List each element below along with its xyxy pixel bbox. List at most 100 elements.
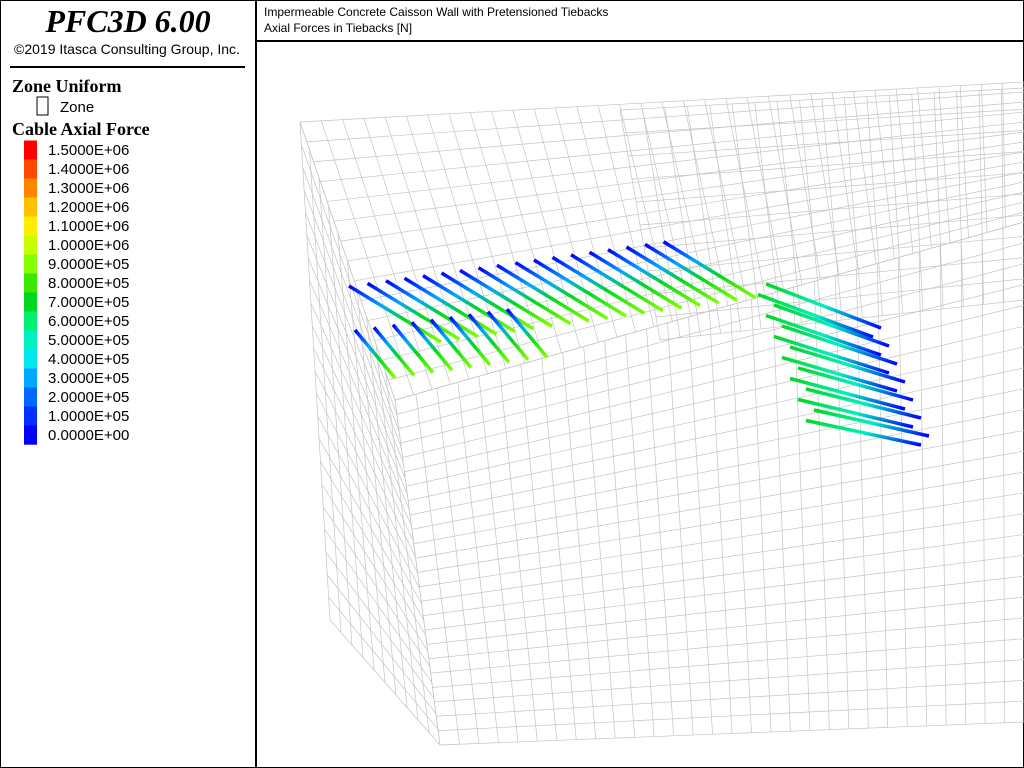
mesh-line: [325, 551, 435, 699]
mesh-line: [419, 492, 1024, 588]
legend-item: Zone: [60, 99, 94, 116]
mesh-line: [402, 304, 1024, 458]
app-title: PFC3D 6.00: [44, 3, 210, 39]
cable: [505, 308, 549, 359]
mesh-line: [313, 348, 416, 557]
cable: [410, 321, 454, 372]
mesh-line: [321, 483, 429, 652]
legend-swatch: [24, 235, 37, 255]
legend-label: 1.1000E+06: [48, 218, 129, 235]
mesh-line: [299, 81, 1024, 123]
legend-label: 1.4000E+06: [48, 161, 129, 178]
mesh-line: [354, 161, 1024, 282]
cables: [348, 240, 930, 447]
mesh-line: [320, 111, 1024, 182]
mesh-line: [305, 212, 404, 463]
mesh-line: [430, 617, 1024, 674]
cable: [813, 408, 930, 438]
mesh-line: [309, 280, 410, 510]
legend-swatch: [24, 368, 37, 388]
cable: [797, 366, 914, 402]
mesh-line: [417, 471, 1024, 573]
cable: [385, 279, 479, 339]
mesh-line: [306, 91, 1024, 143]
mesh-line: [333, 131, 1024, 222]
legend-label: 1.0000E+06: [48, 237, 129, 254]
cable: [514, 261, 609, 321]
mesh-line: [438, 700, 1024, 731]
mesh-line: [394, 221, 1024, 401]
mesh-line: [631, 151, 1024, 180]
mesh-line: [327, 121, 1024, 202]
legend-label: 5.0000E+05: [48, 332, 129, 349]
mesh-line: [421, 513, 1024, 602]
cable: [662, 240, 757, 300]
mesh-line: [434, 659, 1024, 703]
cable: [353, 328, 397, 380]
cable: [588, 250, 683, 310]
mesh-line: [635, 172, 1024, 203]
cable: [607, 248, 701, 308]
cable: [570, 253, 664, 313]
mesh-line: [299, 121, 396, 401]
mesh-line: [643, 214, 1024, 249]
mesh-line: [347, 151, 1024, 262]
mesh-line: [302, 167, 400, 432]
legend-label: 1.5000E+06: [48, 142, 129, 159]
cable: [533, 258, 627, 318]
legend-swatch: [24, 406, 37, 426]
cable: [467, 313, 511, 364]
cable: [496, 263, 590, 323]
legend-swatch: [24, 273, 37, 293]
mesh-line: [310, 302, 412, 526]
cable: [422, 274, 516, 334]
legend-swatch: [24, 159, 37, 179]
mesh-line: [400, 284, 1024, 444]
mesh-line: [318, 438, 424, 620]
mesh-line: [619, 87, 1024, 111]
legend-swatch: [24, 311, 37, 331]
mesh-line: [324, 529, 433, 683]
mesh-line: [314, 370, 418, 573]
cable: [477, 266, 572, 326]
cable: [773, 303, 890, 348]
mesh-line: [316, 393, 420, 589]
cable: [765, 282, 882, 330]
legend-swatch: [24, 216, 37, 236]
mesh-line: [439, 721, 1024, 746]
cable: [805, 418, 922, 447]
cable: [805, 387, 922, 420]
legend-label: 7.0000E+05: [48, 294, 129, 311]
mesh-line: [307, 257, 408, 495]
cable: [391, 323, 435, 374]
mesh-line: [424, 554, 1024, 631]
cable: [372, 326, 416, 377]
mesh-line: [639, 193, 1024, 226]
mesh-line: [326, 574, 437, 714]
cable: [551, 255, 646, 315]
legend-swatch: [24, 387, 37, 407]
mesh-line: [396, 242, 1024, 415]
cable: [781, 324, 898, 366]
cable: [459, 268, 553, 328]
mesh-line: [340, 141, 1024, 242]
mesh-line: [413, 429, 1024, 545]
cable: [644, 242, 738, 302]
legend-label: 6.0000E+05: [48, 313, 129, 330]
mesh-line: [404, 325, 1024, 473]
mesh-line: [655, 278, 1024, 318]
copyright: ©2019 Itasca Consulting Group, Inc.: [14, 41, 240, 57]
legend-label: 1.0000E+05: [48, 408, 129, 425]
legend-label: 3.0000E+05: [48, 370, 129, 387]
cable: [440, 271, 535, 331]
mesh-line: [301, 144, 398, 416]
legend-label: 2.0000E+05: [48, 389, 129, 406]
legend-swatch: [24, 292, 37, 312]
zone-mesh: [299, 81, 1024, 746]
legend-label: 0.0000E+00: [48, 427, 129, 444]
mesh-line: [320, 461, 426, 636]
mesh-line: [317, 416, 422, 605]
cable: [797, 397, 914, 429]
mesh-line: [428, 596, 1024, 660]
legend-label: 1.3000E+06: [48, 180, 129, 197]
